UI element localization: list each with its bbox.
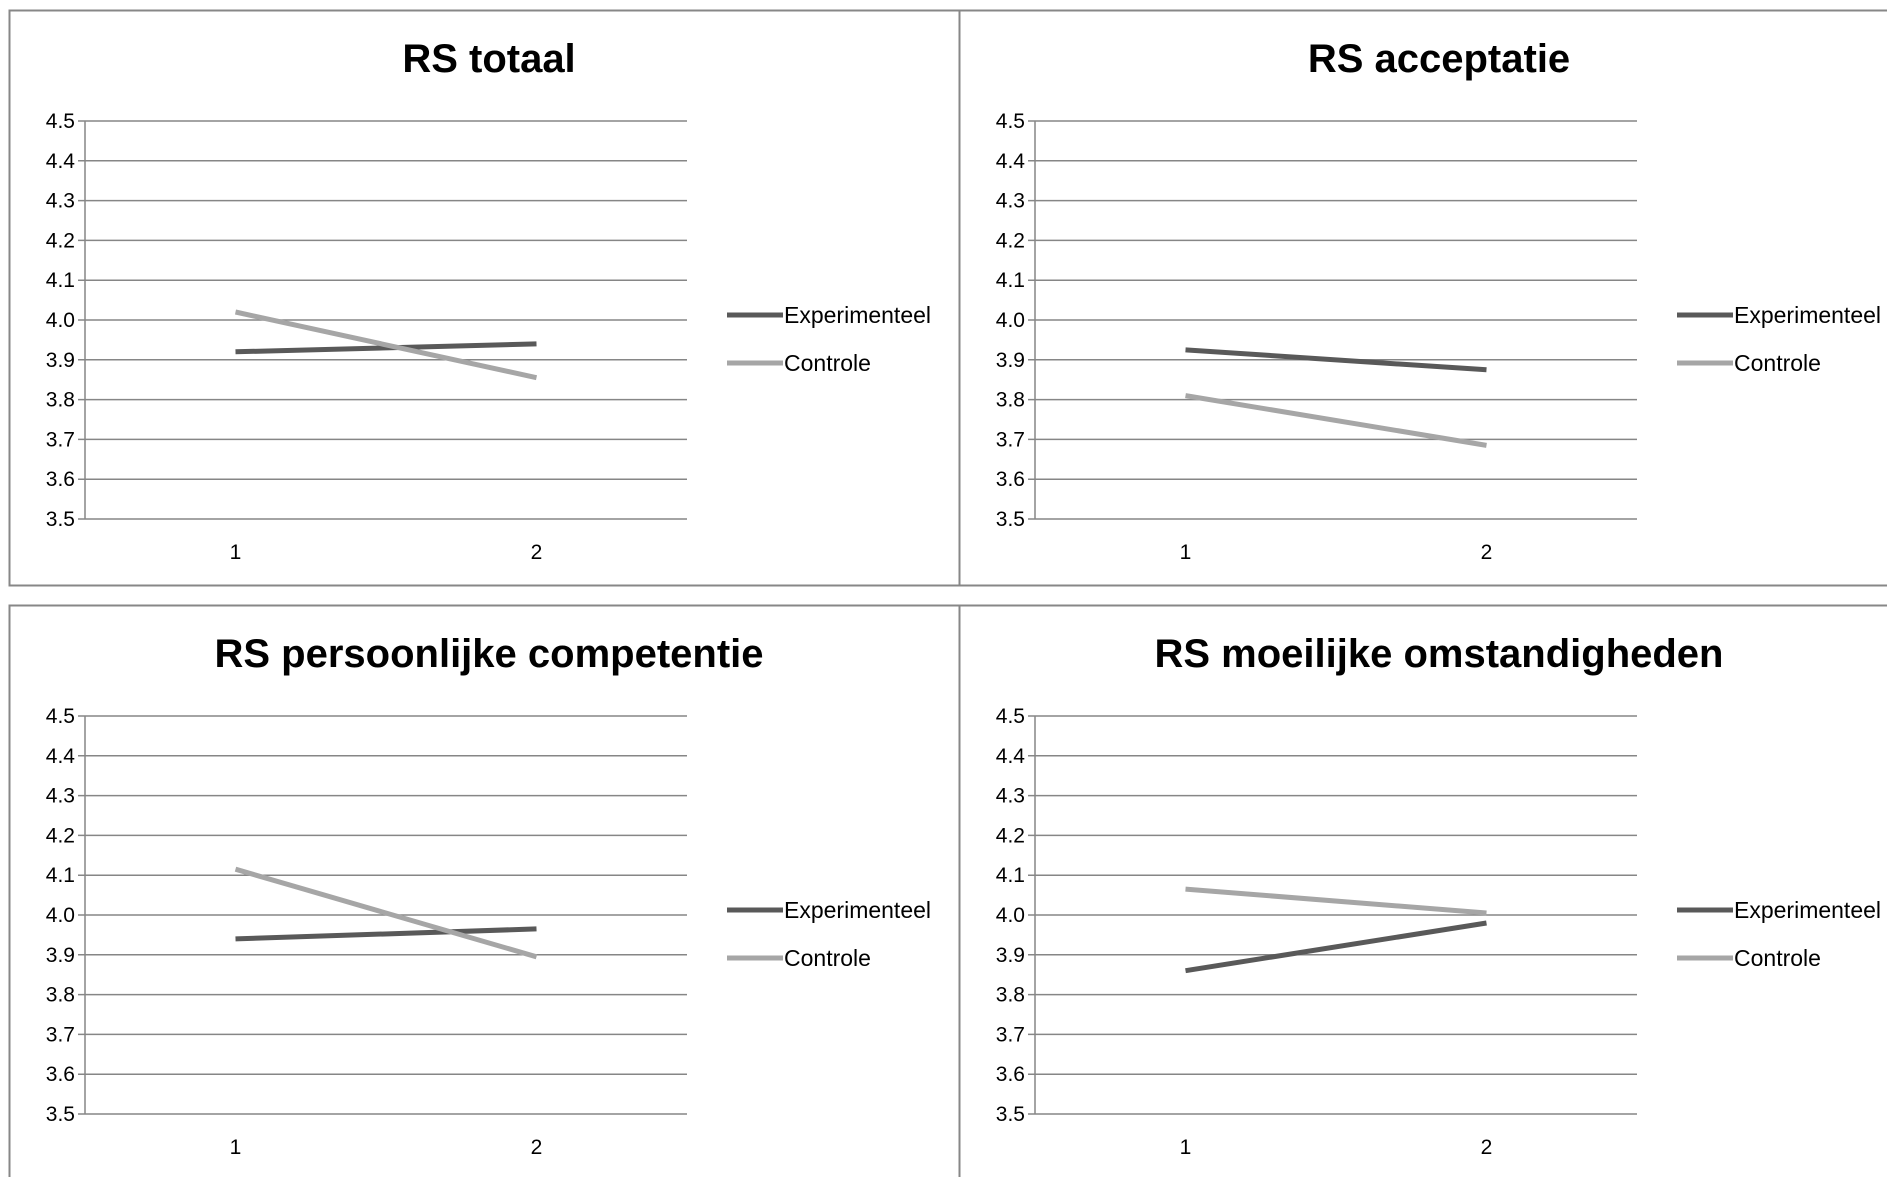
- y-tick-label: 3.7: [46, 1023, 75, 1046]
- y-tick-label: 3.7: [46, 428, 75, 451]
- chart-panel-rs-totaal: RS totaal 4.5 4.4 4.3 4.2 4.1 4.0 3.9 3.8 3.7 3.6 3…: [8, 9, 961, 587]
- y-tick-label: 4.5: [46, 110, 75, 133]
- y-tick-label: 4.1: [46, 269, 75, 292]
- y-tick-label: 4.2: [46, 824, 75, 847]
- legend-label-controle: Controle: [784, 945, 871, 971]
- y-tick-label: 4.4: [46, 745, 76, 768]
- legend-label-controle: Controle: [784, 350, 871, 376]
- series-line-experimenteel: [235, 341, 537, 355]
- chart-panel-rs-persoonlijke-competentie: RS persoonlijke competentie 4.5 4.4 4.3 4.2 4…: [8, 604, 961, 1177]
- y-tick-label: 3.8: [996, 389, 1025, 412]
- y-tick-label: 4.3: [996, 785, 1025, 808]
- legend-label-experimenteel: Experimenteel: [1734, 302, 1881, 328]
- legend-label-experimenteel: Experimenteel: [1734, 897, 1881, 923]
- y-tick-label: 4.4: [46, 150, 76, 173]
- series-line-controle: [234, 309, 538, 381]
- chart-title: RS moeilijke omstandigheden: [1154, 632, 1723, 676]
- y-tick-label: 4.1: [996, 864, 1025, 887]
- y-tick-label: 3.8: [46, 389, 75, 412]
- x-tick-label: 2: [1481, 1136, 1493, 1159]
- y-tick-label: 3.5: [46, 1103, 75, 1126]
- series-line-experimenteel: [1185, 920, 1487, 974]
- y-tick-label: 4.5: [996, 110, 1025, 133]
- y-tick-label: 4.0: [996, 309, 1025, 332]
- y-tick-label: 4.3: [996, 190, 1025, 213]
- chart-title: RS acceptatie: [1308, 37, 1570, 81]
- y-tick-label: 4.1: [46, 864, 75, 887]
- y-tick-label: 3.8: [46, 984, 75, 1007]
- legend-label-controle: Controle: [1734, 350, 1821, 376]
- x-tick-label: 1: [1180, 541, 1192, 564]
- chart-panel-rs-acceptatie: RS acceptatie 4.5 4.4 4.3 4.2 4.1 4.0 3.9 3.8 3.7…: [958, 9, 1887, 587]
- y-tick-label: 3.9: [996, 349, 1025, 372]
- y-tick-label: 3.9: [996, 944, 1025, 967]
- y-tick-label: 3.5: [996, 508, 1025, 531]
- y-tick-label: 4.0: [46, 309, 75, 332]
- y-tick-label: 3.9: [46, 349, 75, 372]
- x-tick-label: 2: [531, 541, 543, 564]
- chart-title: RS totaal: [402, 37, 575, 81]
- y-tick-label: 3.6: [996, 468, 1025, 491]
- x-tick-label: 1: [1180, 1136, 1192, 1159]
- series-line-controle: [1185, 393, 1487, 448]
- y-tick-label: 4.0: [996, 904, 1025, 927]
- x-tick-label: 2: [1481, 541, 1493, 564]
- y-tick-label: 4.0: [46, 904, 75, 927]
- chart-frame: [958, 9, 1887, 587]
- y-tick-label: 3.8: [996, 984, 1025, 1007]
- y-tick-label: 4.1: [996, 269, 1025, 292]
- y-tick-label: 4.2: [996, 229, 1025, 252]
- series-line-controle: [234, 866, 538, 960]
- y-tick-label: 4.4: [996, 745, 1026, 768]
- y-tick-label: 3.9: [46, 944, 75, 967]
- series-line-experimenteel: [235, 926, 537, 942]
- y-tick-label: 3.5: [996, 1103, 1025, 1126]
- y-tick-label: 4.5: [996, 705, 1025, 728]
- y-tick-label: 3.6: [996, 1063, 1025, 1086]
- y-tick-label: 3.6: [46, 1063, 75, 1086]
- series-line-experimenteel: [1185, 347, 1487, 373]
- y-tick-label: 4.4: [996, 150, 1026, 173]
- y-tick-label: 3.5: [46, 508, 75, 531]
- y-tick-label: 4.5: [46, 705, 75, 728]
- legend-label-controle: Controle: [1734, 945, 1821, 971]
- chart-frame: [8, 9, 961, 587]
- y-tick-label: 3.7: [996, 1023, 1025, 1046]
- x-tick-label: 1: [230, 541, 242, 564]
- y-tick-label: 3.7: [996, 428, 1025, 451]
- chart-panel-rs-moeilijke-omstandigheden: RS moeilijke omstandigheden 4.5 4.4 4.3 4.2 4…: [958, 604, 1887, 1177]
- chart-frame: [958, 604, 1887, 1177]
- y-tick-label: 4.2: [46, 229, 75, 252]
- x-tick-label: 2: [531, 1136, 543, 1159]
- legend-label-experimenteel: Experimenteel: [784, 897, 931, 923]
- chart-frame: [8, 604, 961, 1177]
- y-tick-label: 4.3: [46, 785, 75, 808]
- legend-label-experimenteel: Experimenteel: [784, 302, 931, 328]
- series-line-controle: [1185, 886, 1487, 916]
- x-tick-label: 1: [230, 1136, 242, 1159]
- y-tick-label: 3.6: [46, 468, 75, 491]
- y-tick-label: 4.2: [996, 824, 1025, 847]
- chart-title: RS persoonlijke competentie: [214, 632, 763, 676]
- y-tick-label: 4.3: [46, 190, 75, 213]
